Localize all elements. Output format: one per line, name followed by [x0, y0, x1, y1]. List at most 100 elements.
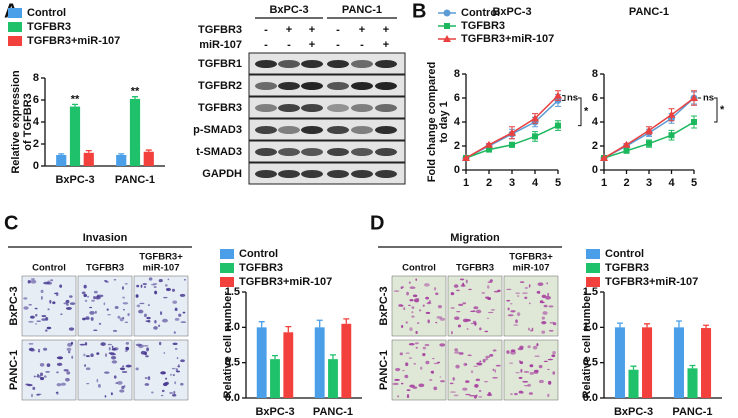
- bar: [116, 155, 127, 166]
- cell: [517, 295, 520, 297]
- legend-label: TGFBR3+miR-107: [27, 35, 120, 47]
- condition-sign: +: [359, 24, 365, 36]
- cell: [411, 311, 414, 314]
- cell: [89, 306, 93, 309]
- cell: [90, 317, 94, 321]
- error-bar: [132, 96, 138, 99]
- cell: [164, 382, 169, 385]
- cell: [36, 375, 41, 378]
- cell: [542, 311, 548, 315]
- cell: [145, 320, 151, 323]
- cell: [35, 313, 38, 317]
- cell: [475, 394, 478, 397]
- cell: [154, 319, 157, 324]
- cell: [158, 341, 162, 346]
- legend-swatch: [586, 263, 600, 273]
- cell: [478, 396, 483, 398]
- cell: [171, 367, 176, 370]
- blot-box: [248, 140, 406, 163]
- cell: [458, 352, 464, 355]
- blot-band: [327, 104, 349, 112]
- condition-sign: +: [383, 39, 389, 51]
- cell: [36, 375, 39, 378]
- cell: [407, 304, 411, 307]
- cell: [146, 316, 151, 320]
- cell: [151, 283, 156, 286]
- cell: [406, 389, 411, 391]
- blot-band: [375, 126, 397, 134]
- cell: [552, 322, 557, 326]
- blot-band: [327, 82, 349, 90]
- cell: [506, 299, 511, 302]
- significance-label: ns: [703, 93, 714, 104]
- legend-label: TGFBR3: [27, 21, 71, 33]
- cell: [176, 370, 181, 373]
- blot-band: [351, 82, 373, 90]
- condition-sign: -: [336, 24, 340, 36]
- cell: [28, 320, 34, 323]
- cell: [520, 368, 523, 373]
- cell: [506, 288, 512, 291]
- cell: [104, 371, 110, 374]
- blot-band: [301, 148, 323, 156]
- cell: [100, 342, 106, 346]
- cell: [470, 322, 476, 325]
- cell: [135, 367, 139, 371]
- cell: [519, 345, 524, 350]
- cell: [169, 392, 173, 394]
- cell: [547, 380, 552, 385]
- cell: [413, 298, 420, 303]
- cell: [85, 367, 91, 371]
- cell: [515, 319, 518, 324]
- error-bar: [343, 318, 350, 324]
- cell: [492, 376, 499, 379]
- legend-label: TGFBR3+miR-107: [461, 33, 554, 45]
- cell: [439, 343, 446, 347]
- cell: [125, 346, 130, 351]
- blot-box: [248, 118, 406, 141]
- cell: [43, 375, 47, 378]
- y-tick-label: 6: [592, 92, 598, 104]
- cell: [394, 378, 401, 381]
- cell: [25, 383, 30, 386]
- cell: [174, 317, 180, 321]
- legend-label: TGFBR3: [605, 262, 649, 274]
- blot-band: [375, 82, 397, 90]
- cell: [178, 313, 182, 317]
- cell: [68, 327, 75, 331]
- x-tick-label: 1: [601, 177, 607, 189]
- cell: [96, 352, 100, 355]
- cell: [527, 345, 531, 349]
- cell: [110, 353, 117, 356]
- cell: [184, 278, 186, 281]
- cell: [522, 292, 528, 294]
- cell: [415, 278, 418, 281]
- cell: [142, 283, 147, 286]
- cell: [406, 291, 409, 296]
- bar: [614, 327, 625, 398]
- cell: [159, 311, 163, 316]
- blot-band: [301, 126, 323, 134]
- cell: [151, 391, 154, 394]
- bar: [341, 323, 352, 398]
- cell: [158, 278, 163, 283]
- cell: [30, 315, 35, 319]
- marker: [555, 122, 561, 129]
- y-tick-label: 2: [454, 140, 460, 152]
- cell: [30, 348, 36, 352]
- y-tick-label: 4: [454, 116, 461, 128]
- cell: [45, 371, 50, 373]
- bar: [143, 151, 154, 166]
- cell: [422, 304, 425, 307]
- cell: [456, 289, 460, 292]
- cell: [165, 377, 168, 380]
- x-tick-label: 1: [463, 177, 469, 189]
- y-tick-label: 2: [33, 138, 39, 150]
- y-tick-label: 8: [454, 68, 460, 80]
- marker: [443, 9, 451, 17]
- cell: [485, 357, 489, 361]
- cell: [400, 382, 404, 385]
- cell: [39, 372, 44, 377]
- cell: [534, 355, 540, 357]
- cell: [172, 394, 177, 397]
